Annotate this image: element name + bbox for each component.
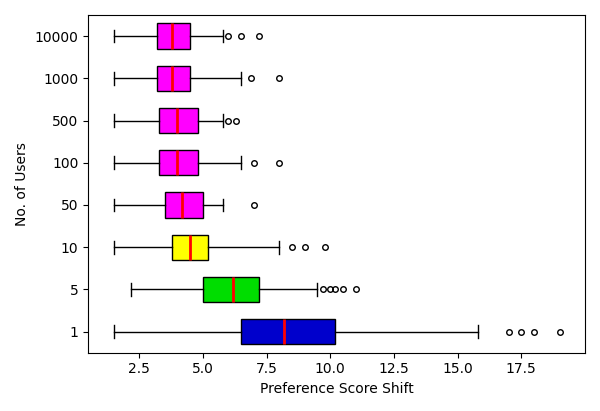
PathPatch shape [157,66,190,91]
PathPatch shape [203,277,259,302]
PathPatch shape [160,150,198,175]
Y-axis label: No. of Users: No. of Users [15,142,29,226]
PathPatch shape [172,235,208,260]
PathPatch shape [164,192,203,218]
X-axis label: Preference Score Shift: Preference Score Shift [260,382,413,396]
PathPatch shape [160,108,198,133]
PathPatch shape [157,23,190,49]
PathPatch shape [241,319,335,344]
